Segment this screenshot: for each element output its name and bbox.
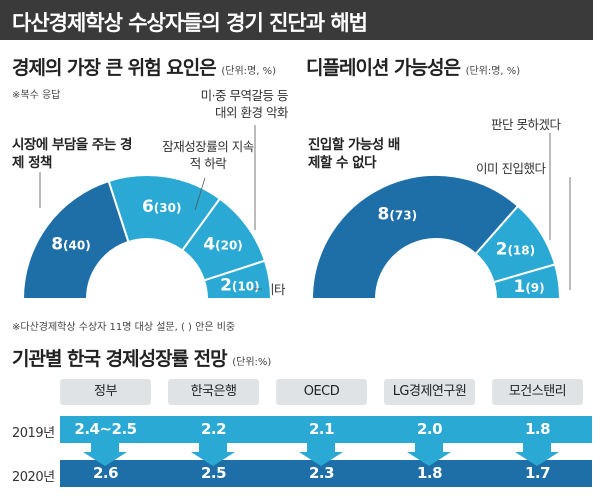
col-header-1: 한국은행: [168, 379, 259, 405]
chart1-leader-1: [194, 177, 206, 211]
chart2-slice-0: [310, 174, 520, 300]
chart2-unit: (단위:명, %): [465, 66, 521, 77]
chart2-slice-0-value: 8(73): [378, 204, 418, 224]
chart2-slice1-label: 판단 못하겠다: [491, 117, 561, 132]
cell-0-1: 2.2: [200, 420, 227, 438]
chart2-slice-1-value: 2(18): [496, 240, 536, 260]
footnote: ※다산경제학상 수상자 11명 대상 설문, ( ) 안은 비중: [12, 322, 236, 333]
arrow-3: [407, 443, 451, 466]
cell-1-2: 2.3: [308, 464, 335, 482]
arrow-2: [299, 443, 343, 466]
col-header-4: 모건스탠리: [492, 379, 583, 405]
col-header-2: OECD: [276, 379, 367, 405]
chart1-unit: (단위:명, %): [221, 66, 277, 77]
chart3-unit: (단위:%): [232, 357, 272, 368]
chart1-slice-0: [21, 179, 130, 300]
donut-charts: 8(40) 6(30) 4(20) 2(10) 8(73) 2(18) 1(9): [21, 125, 571, 300]
chart2-slice2-label: 이미 진입했다: [476, 161, 546, 176]
chart1-slice-0-value: 8(40): [51, 235, 91, 255]
cell-1-1: 2.5: [200, 464, 227, 482]
chart1-title: 경제의 가장 큰 위험 요인은 (단위:명, %): [12, 53, 276, 80]
chart1-note: ※복수 응답: [12, 90, 61, 101]
band-2019: [60, 416, 592, 443]
band-2020: [60, 460, 592, 487]
arrow-1: [191, 443, 235, 466]
cell-0-2: 2.1: [308, 420, 335, 438]
cell-0-4: 1.8: [524, 420, 551, 438]
row-label-2019: 2019년: [12, 426, 55, 441]
cell-1-0: 2.6: [92, 464, 119, 482]
chart1-slice-3-value: 2(10): [220, 275, 260, 295]
chart1-slice-1-value: 6(30): [142, 197, 182, 217]
col-header-3: LG경제연구원: [384, 379, 475, 405]
chart2-slice-2: [492, 263, 562, 300]
chart1-slice2-label: 미·중 무역갈등 등 대외 환경 악화: [200, 88, 289, 120]
row-label-2020: 2020년: [12, 470, 55, 485]
col-header-0: 정부: [60, 379, 151, 405]
chart2-title-text: 디플레이션 가능성은: [306, 57, 461, 79]
chart3-title-text: 기관별 한국 경제성장률 전망: [12, 348, 228, 370]
cell-1-4: 1.7: [524, 464, 551, 482]
arrow-4: [515, 443, 559, 466]
chart1-slice1-label: 잠재성장률의 지속적 하락: [162, 139, 254, 171]
cell-1-3: 1.8: [416, 464, 443, 482]
chart1-title-text: 경제의 가장 큰 위험 요인은: [12, 57, 217, 79]
chart2-slice-2-value: 1(9): [513, 277, 544, 297]
chart1-slice0-label: 시장에 부담을 주는 경제 정책: [12, 137, 132, 171]
chart2-slice0-label: 진입할 가능성 배제할 수 없다: [308, 137, 400, 171]
chart1-slice-2-value: 4(20): [203, 235, 243, 255]
cell-0-3: 2.0: [416, 420, 443, 438]
chart3-title: 기관별 한국 경제성장률 전망 (단위:%): [12, 344, 271, 371]
header-banner: 다산경제학상 수상자들의 경기 진단과 해법: [0, 0, 593, 40]
chart2-title: 디플레이션 가능성은 (단위:명, %): [306, 53, 520, 80]
arrow-0: [83, 443, 127, 466]
chart1-slice-3: [202, 259, 273, 300]
cell-0-0: 2.4~2.5: [74, 420, 137, 438]
header-title: 다산경제학상 수상자들의 경기 진단과 해법: [12, 11, 368, 35]
